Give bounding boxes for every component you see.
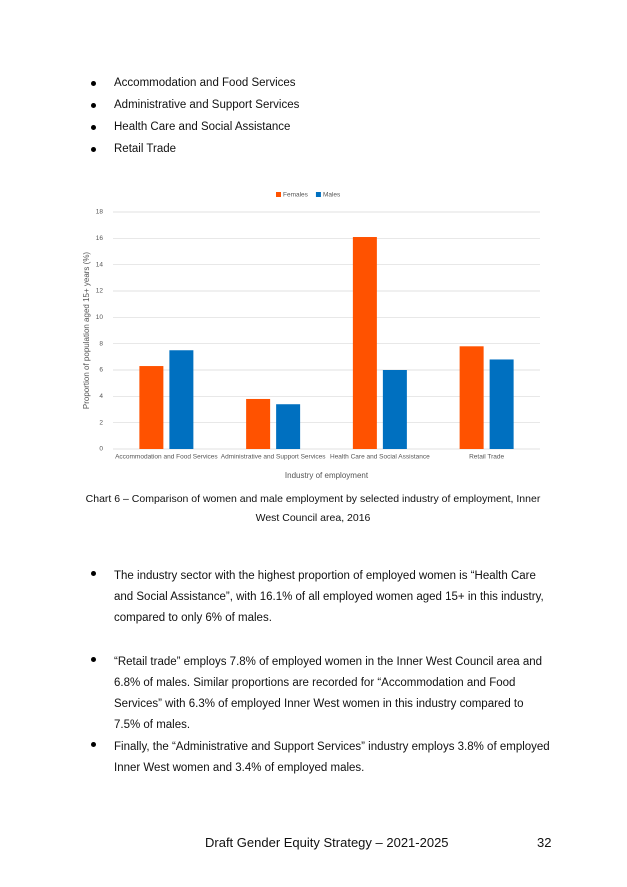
bullet: Administrative and Support Services bbox=[90, 99, 300, 111]
y-axis-label: Proportion of population aged 15+ years … bbox=[82, 252, 91, 410]
x-tick-label: Health Care and Social Assistance bbox=[330, 454, 430, 461]
bar bbox=[459, 346, 484, 449]
y-tick-label: 0 bbox=[99, 446, 103, 453]
chart: 0 2 4 6 8 10 12 14 16 18 Accommodation and Food Se… bbox=[82, 192, 540, 480]
paragraph: The industry sector with the highest pro… bbox=[91, 566, 550, 629]
bullet: Retail Trade bbox=[90, 143, 177, 155]
y-tick-label: 2 bbox=[99, 419, 103, 426]
y-tick-label: 14 bbox=[96, 261, 104, 268]
footer-title: Draft Gender Equity Strategy – 2021-2025 bbox=[205, 835, 449, 850]
y-tick-label: 6 bbox=[99, 367, 103, 374]
bar bbox=[489, 359, 514, 449]
bar bbox=[382, 370, 407, 449]
bar bbox=[352, 237, 377, 449]
bar bbox=[246, 398, 271, 449]
x-tick-label: Administrative and Support Services bbox=[221, 454, 327, 461]
y-tick-label: 4 bbox=[99, 393, 103, 400]
bullet: Health Care and Social Assistance bbox=[90, 121, 291, 133]
y-tick-label: 16 bbox=[96, 235, 104, 242]
legend-label: Females bbox=[283, 192, 309, 199]
legend-swatch bbox=[315, 192, 321, 197]
legend-swatch bbox=[276, 192, 281, 197]
legend-label: Males bbox=[323, 192, 341, 199]
y-tick-label: 8 bbox=[99, 340, 103, 347]
x-tick-label: Retail Trade bbox=[469, 454, 504, 461]
bar bbox=[169, 350, 194, 449]
paragraph: Finally, the “Administrative and Support… bbox=[91, 737, 550, 779]
caption: Chart 6 – Comparison of women and male e… bbox=[85, 493, 541, 524]
x-tick-label: Accommodation and Food Services bbox=[115, 454, 218, 461]
y-tick-label: 10 bbox=[96, 314, 104, 321]
page-number: 32 bbox=[537, 835, 552, 850]
bar bbox=[276, 404, 301, 449]
paragraph: “Retail trade” employs 7.8% of employed … bbox=[91, 652, 550, 736]
bullet: Accommodation and Food Services bbox=[91, 77, 296, 89]
x-axis-label: Industry of employment bbox=[285, 471, 369, 480]
bar bbox=[139, 366, 164, 449]
y-tick-label: 18 bbox=[96, 209, 104, 216]
y-tick-label: 12 bbox=[96, 288, 104, 295]
